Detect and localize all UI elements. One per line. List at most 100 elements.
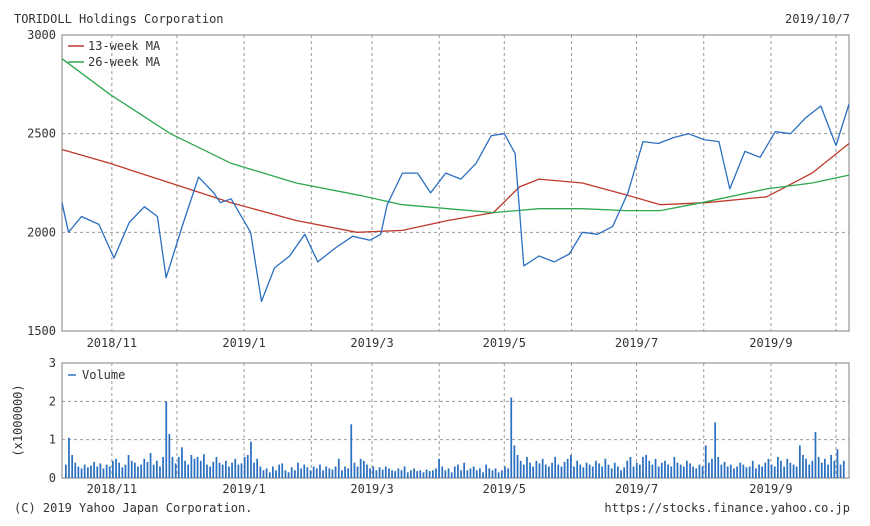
volume-bar (654, 458, 657, 478)
volume-bar (839, 464, 842, 478)
volume-bar (485, 464, 488, 478)
volume-bar (341, 470, 343, 478)
volume-bar (507, 468, 510, 478)
volume-bar (799, 445, 801, 478)
volume-bar (347, 468, 350, 478)
volume-bar (532, 466, 535, 478)
volume-bar (695, 468, 698, 478)
volume-bar (196, 456, 199, 478)
volume-bar (146, 461, 149, 478)
volume-bar (199, 460, 202, 479)
volume-bar (504, 466, 506, 478)
volume-bar (237, 464, 240, 478)
volume-bar (366, 464, 368, 478)
volume-bar (272, 466, 274, 478)
volume-bar (319, 464, 321, 478)
volume-x-tick-label: 2019/1 (222, 482, 265, 496)
volume-bar (544, 464, 547, 478)
volume-bar (256, 458, 259, 478)
volume-bar (428, 471, 431, 478)
volume-bar (297, 462, 299, 478)
price-y-axis: 3000 2500 2000 1500 (27, 28, 56, 338)
volume-bar (397, 468, 400, 478)
source-url: https://stocks.finance.yahoo.co.jp (604, 501, 850, 515)
volume-bar (811, 460, 814, 479)
volume-x-tick-label: 2019/9 (749, 482, 792, 496)
volume-bar (306, 467, 309, 478)
volume-bar (582, 467, 585, 478)
volume-bar (168, 433, 171, 478)
price-x-tick-label: 2019/7 (615, 336, 658, 350)
volume-bar (632, 466, 635, 478)
volume-bar (742, 464, 745, 478)
volume-x-tick-label: 2019/5 (483, 482, 526, 496)
volume-bar (262, 470, 265, 478)
volume-bar (704, 445, 707, 478)
volume-y-tick-label: 0 (49, 471, 56, 485)
volume-bar (275, 470, 277, 478)
volume-bar (171, 456, 174, 478)
volume-bar (68, 437, 70, 479)
volume-bar (497, 472, 500, 479)
volume-bar (246, 455, 249, 478)
volume-bar (181, 447, 183, 478)
volume-bar (369, 468, 371, 478)
volume-bar (149, 453, 152, 478)
volume-bar (777, 456, 779, 478)
volume-bar (560, 466, 563, 478)
volume-bar (400, 470, 403, 478)
volume-bar (792, 464, 795, 478)
ma26-line (61, 58, 850, 214)
volume-bar (77, 466, 80, 478)
volume-bar (820, 462, 823, 478)
volume-bar (378, 467, 381, 478)
volume-bar (751, 460, 754, 479)
volume-bar (425, 469, 428, 478)
volume-bar (159, 466, 161, 478)
volume-bar (413, 468, 415, 478)
volume-bar (184, 460, 186, 479)
legend-13-week-ma-label: 13-week MA (88, 39, 161, 53)
volume-bar (708, 462, 710, 478)
volume-bar (105, 464, 108, 478)
volume-bar (554, 456, 557, 478)
volume-bar (588, 464, 591, 478)
volume-bar (529, 462, 531, 478)
volume-bar (215, 456, 218, 478)
volume-bar (265, 468, 268, 478)
volume-bar (388, 468, 390, 478)
volume-bar (203, 454, 205, 478)
volume-bar (127, 455, 130, 478)
volume-bar (450, 472, 453, 479)
volume-bar (598, 463, 600, 478)
volume-bar (460, 470, 462, 478)
volume-bar (231, 462, 233, 478)
volume-bar (585, 462, 588, 478)
volume-bar (648, 460, 651, 479)
volume-bar (689, 463, 691, 478)
volume-bar (576, 460, 579, 479)
volume-bar (381, 469, 384, 478)
price-plot-frame (61, 34, 850, 332)
price-y-tick-label: 3000 (27, 28, 56, 42)
volume-bar (472, 466, 475, 478)
volume-bar (836, 449, 839, 479)
volume-bar (240, 463, 243, 478)
volume-bar (824, 458, 826, 478)
volume-bar (673, 456, 676, 478)
volume-bar (513, 445, 516, 478)
volume-bar (729, 464, 732, 478)
volume-bar (90, 465, 92, 478)
volume-bar (140, 464, 143, 478)
volume-bar (814, 432, 817, 478)
volume-bar (259, 466, 262, 478)
volume-bar (218, 462, 221, 478)
volume-y-tick-label: 3 (49, 356, 56, 370)
volume-bar (745, 467, 748, 478)
volume-bar (516, 455, 519, 478)
price-x-tick-label: 2019/1 (222, 336, 265, 350)
volume-bar (225, 460, 227, 479)
volume-bar (71, 455, 74, 478)
volume-bar (284, 470, 287, 478)
volume-bar (121, 467, 124, 478)
